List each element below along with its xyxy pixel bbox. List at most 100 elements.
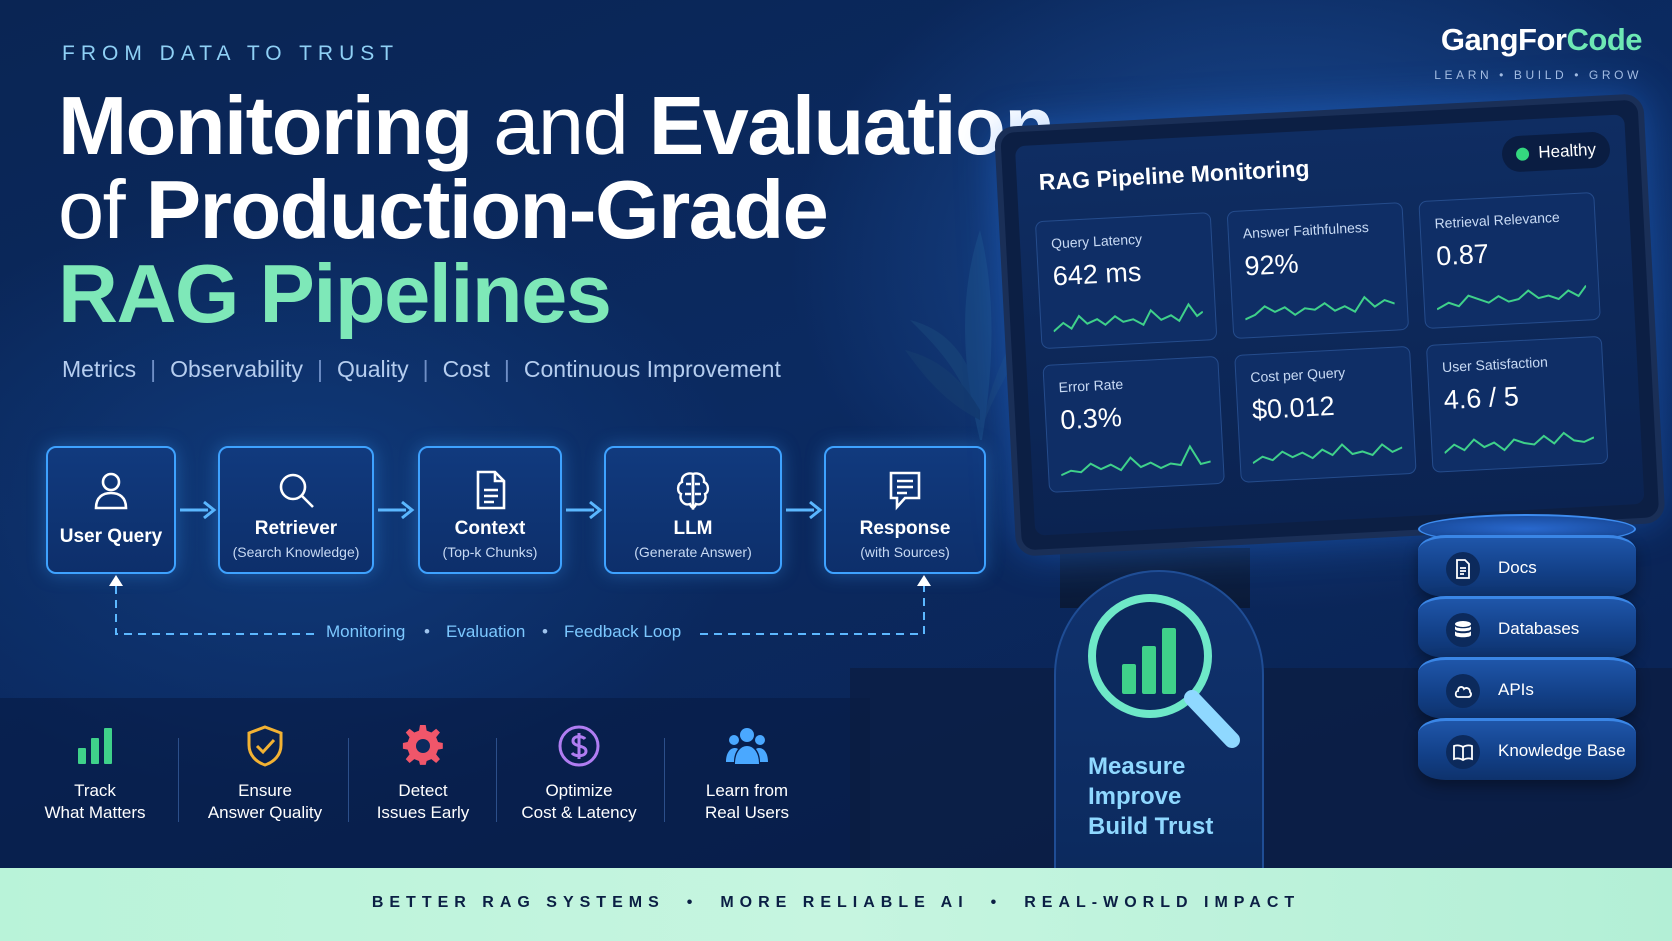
loop-label-feedback: Feedback Loop: [564, 622, 682, 641]
step-title: LLM: [673, 518, 713, 539]
slogan-line: Build Trust: [1088, 813, 1214, 840]
loop-separator: •: [542, 622, 548, 641]
footer-separator: •: [686, 894, 699, 911]
metric-label: Cost per Query: [1249, 364, 1346, 386]
step-subtitle: (with Sources): [860, 544, 950, 560]
metric-value: 92%: [1243, 248, 1300, 282]
message-icon: [889, 471, 921, 511]
title-word: Evaluation: [648, 79, 1055, 172]
benefit-ensure: Ensure Answer Quality: [180, 724, 350, 824]
users-icon: [726, 728, 768, 764]
magnifier-chart-icon: [1088, 594, 1240, 748]
status-badge[interactable]: Healthy: [1501, 131, 1611, 173]
loop-label-monitoring: Monitoring: [326, 622, 406, 641]
tag-observability: Observability: [170, 356, 304, 382]
benefit-line: Ensure: [238, 781, 292, 800]
source-label: Docs: [1498, 558, 1537, 577]
brand-name: GangForCode: [1420, 22, 1643, 58]
brand-name-part: GangFor: [1440, 22, 1567, 57]
title-highlight: RAG Pipelines: [58, 247, 612, 340]
step-title: User Query: [59, 526, 163, 547]
dollar-icon: [558, 725, 600, 767]
source-knowledge-base[interactable]: Knowledge Base: [1418, 718, 1636, 780]
search-icon: [279, 473, 314, 508]
dashboard-title: RAG Pipeline Monitoring: [1038, 154, 1311, 196]
source-docs[interactable]: Docs: [1418, 535, 1636, 597]
pipeline-step-llm[interactable]: LLM (Generate Answer): [604, 446, 782, 574]
user-icon: [94, 472, 128, 510]
document-icon: [476, 470, 506, 510]
metric-value: 4.6 / 5: [1443, 381, 1520, 416]
benefit-line: Issues Early: [376, 803, 470, 822]
metric-card-retrieval-relevance[interactable]: Retrieval Relevance 0.87: [1418, 191, 1601, 330]
tag-separator: |: [317, 356, 324, 382]
flow-arrow: [786, 500, 823, 520]
metric-card-answer-faithfulness[interactable]: Answer Faithfulness 92%: [1226, 202, 1410, 340]
step-title: Response: [859, 518, 951, 539]
metric-label: Answer Faithfulness: [1242, 218, 1370, 242]
flow-arrow: [566, 500, 603, 520]
cloud-icon: [1446, 674, 1480, 708]
metric-card-cost-per-query[interactable]: Cost per Query $0.012: [1234, 345, 1417, 483]
metric-card-user-satisfaction[interactable]: User Satisfaction 4.6 / 5: [1425, 335, 1609, 473]
status-label: Healthy: [1537, 139, 1597, 162]
benefit-learn: Learn from Real Users: [662, 724, 832, 824]
benefit-line: Real Users: [704, 803, 790, 822]
shield-check-icon: [247, 725, 283, 767]
sparkline-chart: [1060, 444, 1211, 477]
benefit-line: Cost & Latency: [521, 803, 637, 822]
database-icon: [1446, 613, 1480, 647]
metric-value: 642 ms: [1052, 256, 1143, 292]
pipeline-step-user-query[interactable]: User Query: [46, 446, 176, 574]
divider: [178, 738, 179, 822]
sparkline-chart: [1053, 302, 1204, 333]
flow-arrow: [180, 500, 217, 520]
loop-separator: •: [424, 622, 430, 641]
benefit-track: Track What Matters: [10, 724, 180, 824]
footer-slogan: BETTER RAG SYSTEMS • MORE RELIABLE AI • REAL…: [0, 894, 1672, 912]
flow-arrow: [378, 500, 415, 520]
metric-label: User Satisfaction: [1441, 353, 1549, 376]
metric-label: Retrieval Relevance: [1434, 208, 1561, 232]
status-dot-icon: [1516, 146, 1530, 161]
pipeline-step-response[interactable]: Response (with Sources): [824, 446, 986, 574]
brand-tagline: LEARN • BUILD • GROW: [1434, 68, 1642, 82]
eyebrow-text: FROM DATA TO TRUST: [62, 42, 400, 65]
title-word: Production-Grade: [145, 163, 829, 256]
title-line-3: RAG Pipelines: [58, 252, 1068, 336]
step-title: Context: [454, 518, 526, 539]
tag-metrics: Metrics: [62, 356, 137, 382]
source-apis[interactable]: APIs: [1418, 657, 1636, 719]
pipeline-step-context[interactable]: Context (Top-k Chunks): [418, 446, 562, 574]
benefit-line: Answer Quality: [207, 803, 323, 822]
source-label: APIs: [1498, 680, 1534, 699]
measure-slogan: Measure Improve Build Trust: [1088, 752, 1213, 842]
tag-separator: |: [503, 356, 510, 382]
benefit-line: What Matters: [44, 803, 146, 822]
bar-chart-icon: [78, 728, 112, 764]
slogan-line: Measure: [1088, 753, 1186, 780]
page-title: Monitoring and Evaluation of Production-…: [58, 84, 1068, 336]
book-icon: [1446, 735, 1480, 769]
source-label: Databases: [1498, 619, 1580, 638]
footer-item: MORE RELIABLE AI: [720, 894, 969, 911]
divider: [348, 738, 349, 822]
metric-card-query-latency[interactable]: Query Latency 642 ms: [1034, 212, 1218, 350]
pipeline-step-retriever[interactable]: Retriever (Search Knowledge): [218, 446, 374, 574]
source-databases[interactable]: Databases: [1418, 596, 1636, 658]
brand-name-highlight: Code: [1566, 22, 1643, 57]
topic-tags: Metrics | Observability | Quality | Cost | Conti…: [62, 356, 781, 383]
tag-separator: |: [150, 356, 157, 382]
sparkline-chart: [1252, 443, 1403, 465]
brand-logo[interactable]: GangForCode LEARN • BUILD • GROW: [1420, 22, 1642, 82]
metric-card-error-rate[interactable]: Error Rate 0.3%: [1042, 355, 1225, 493]
benefit-line: Detect: [398, 781, 448, 800]
benefit-line: Optimize: [545, 781, 613, 800]
sparkline-chart: [1443, 431, 1595, 454]
brain-icon: [676, 472, 710, 510]
tag-continuous-improvement: Continuous Improvement: [523, 356, 781, 382]
step-subtitle: (Generate Answer): [634, 544, 752, 560]
tag-separator: |: [422, 356, 429, 382]
benefit-optimize: Optimize Cost & Latency: [494, 724, 664, 824]
title-line-1: Monitoring and Evaluation: [58, 84, 1068, 168]
